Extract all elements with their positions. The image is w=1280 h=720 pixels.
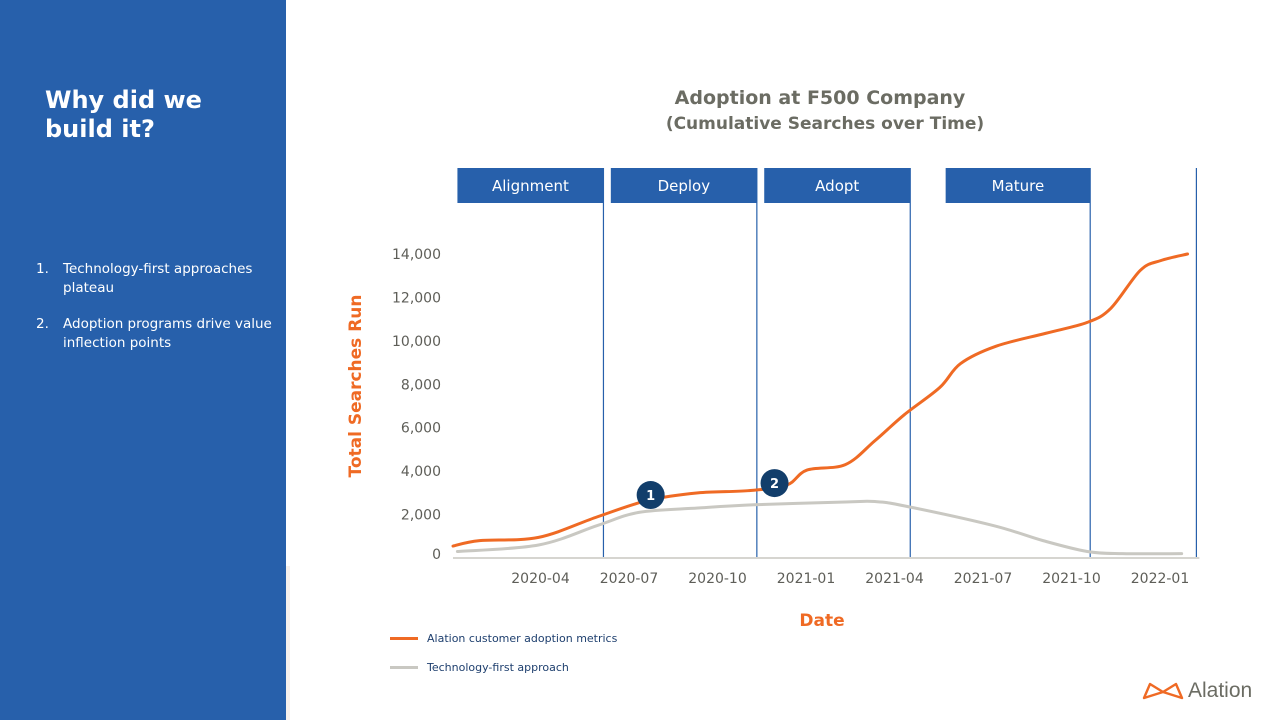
chart-legend: Alation customer adoption metrics Techno…	[390, 630, 617, 688]
inflection-marker-label: 1	[646, 489, 655, 504]
alation-bowtie-icon	[1142, 682, 1184, 700]
legend-item-technology-first: Technology-first approach	[390, 659, 617, 675]
phase-header-adopt	[764, 168, 911, 203]
y-axis-title: Total Searches Run	[346, 294, 366, 477]
logo-text: Alation	[1188, 679, 1253, 702]
y-tick-label: 0	[432, 547, 441, 563]
phase-label: Deploy	[658, 177, 711, 195]
phase-label: Mature	[992, 177, 1045, 195]
x-tick-label: 2021-01	[777, 571, 836, 587]
y-tick-label: 8,000	[401, 377, 441, 393]
key-point-1: 1. Technology-first approaches plateau	[36, 260, 276, 298]
x-tick-label: 2020-04	[511, 571, 570, 587]
legend-swatch-orange	[390, 636, 418, 640]
legend-label: Technology-first approach	[427, 660, 569, 674]
series-line-alation-adoption	[451, 252, 1190, 548]
key-point-text: Adoption programs drive value inflection…	[63, 316, 272, 351]
y-tick-label: 2,000	[401, 508, 441, 524]
chart-title: Adoption at F500 Company	[674, 87, 966, 109]
key-point-2: 2. Adoption programs drive value inflect…	[36, 315, 276, 353]
phase-header-mature	[945, 168, 1091, 203]
phase-header-alignment	[457, 168, 604, 203]
series-line-technology-first	[455, 499, 1184, 556]
legend-label: Alation customer adoption metrics	[427, 631, 618, 645]
y-tick-label: 4,000	[401, 464, 441, 480]
x-tick-label: 2021-07	[954, 571, 1013, 587]
x-tick-label: 2021-04	[865, 571, 924, 587]
key-points-list: 1. Technology-first approaches plateau 2…	[36, 260, 276, 370]
x-tick-label: 2021-10	[1042, 571, 1101, 587]
y-tick-label: 10,000	[392, 334, 441, 350]
phase-label: Alignment	[492, 177, 569, 195]
inflection-marker	[636, 481, 665, 510]
y-tick-label: 12,000	[392, 290, 441, 306]
key-point-number: 1.	[36, 261, 49, 277]
key-point-number: 2.	[36, 316, 49, 332]
phase-header-deploy	[610, 168, 757, 203]
legend-swatch-gray	[390, 665, 418, 669]
chart-subtitle: (Cumulative Searches over Time)	[665, 114, 985, 134]
x-tick-label: 2022-01	[1131, 571, 1190, 587]
key-point-text: Technology-first approaches plateau	[63, 261, 253, 296]
alation-logo: Alation	[1142, 679, 1252, 703]
x-axis-title: Date	[799, 611, 844, 631]
y-tick-label: 6,000	[401, 421, 441, 437]
x-tick-label: 2020-07	[600, 571, 659, 587]
sidebar-edge-decoration	[286, 566, 290, 720]
inflection-marker-label: 2	[770, 477, 779, 492]
slide-title: Why did we build it?	[45, 86, 202, 143]
x-tick-label: 2020-10	[688, 571, 747, 587]
inflection-marker	[760, 469, 789, 498]
sidebar-panel: Why did we build it? 1. Technology-first…	[0, 0, 286, 720]
y-tick-label: 14,000	[392, 247, 441, 263]
legend-item-adoption: Alation customer adoption metrics	[390, 630, 617, 646]
phase-label: Adopt	[815, 177, 859, 195]
